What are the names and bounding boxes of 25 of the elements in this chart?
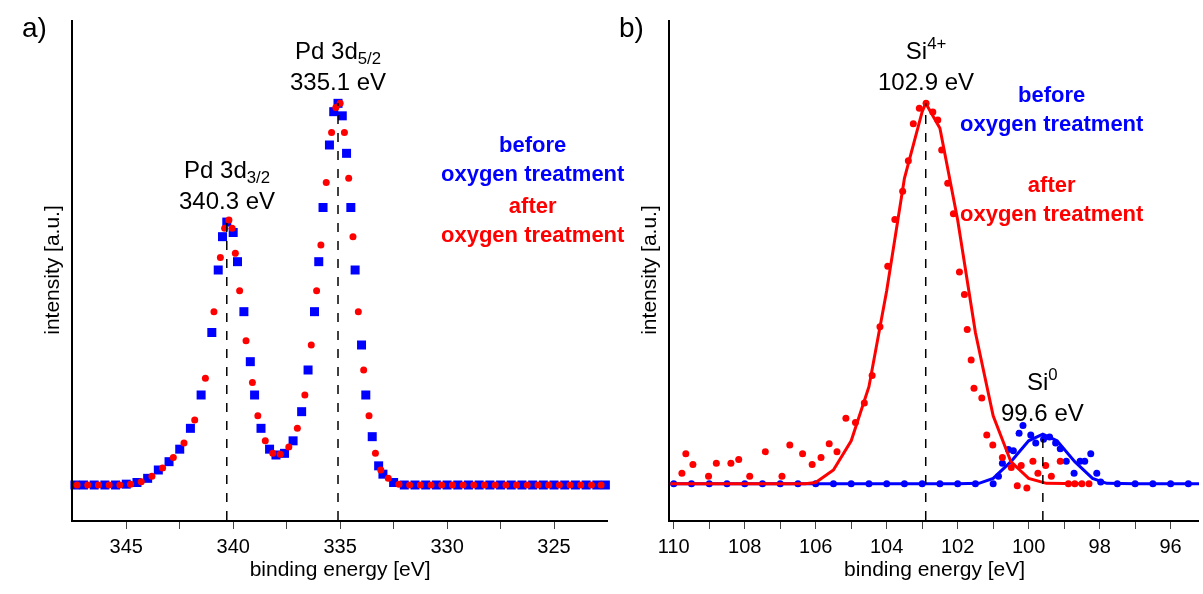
x-tick-label: 96 <box>1159 534 1182 557</box>
x-tick-label: 106 <box>799 534 833 557</box>
x-tick-label: 104 <box>870 534 904 557</box>
chart-title: a) <box>22 12 47 43</box>
x-tick-label: 330 <box>430 534 464 557</box>
x-tick-label: 325 <box>537 534 571 557</box>
x-tick-label: 110 <box>657 534 690 557</box>
x-tick-label: 98 <box>1088 534 1111 557</box>
text: before oxygen treatment <box>441 132 626 186</box>
x-tick-label: 108 <box>728 534 762 557</box>
x-axis-title: binding energy [eV] <box>249 556 431 580</box>
chart-title: b) <box>619 12 644 43</box>
x-tick-label: 335 <box>323 534 357 557</box>
x-axis-title: binding energy [eV] <box>844 556 1026 580</box>
x-tick-label: 345 <box>109 534 143 557</box>
x-tick-label: 100 <box>1011 534 1046 557</box>
annotation: Pd 3d$_{3/2}$ 340.3 eV <box>179 156 276 215</box>
x-tick-label: 102 <box>940 534 975 557</box>
text: after oxygen treatment <box>441 193 626 247</box>
annotation: Si$^{0}$ 99.6 eV <box>1001 365 1084 427</box>
series-label: after oxygen treatment <box>960 172 1145 226</box>
annotation: Pd 3d$_{5/2}$ 335.1 eV <box>290 37 387 96</box>
x-tick-label: 340 <box>216 534 250 557</box>
y-axis-title: intensity [a.u.] <box>637 205 661 335</box>
y-axis-title: intensity [a.u.] <box>39 205 63 335</box>
